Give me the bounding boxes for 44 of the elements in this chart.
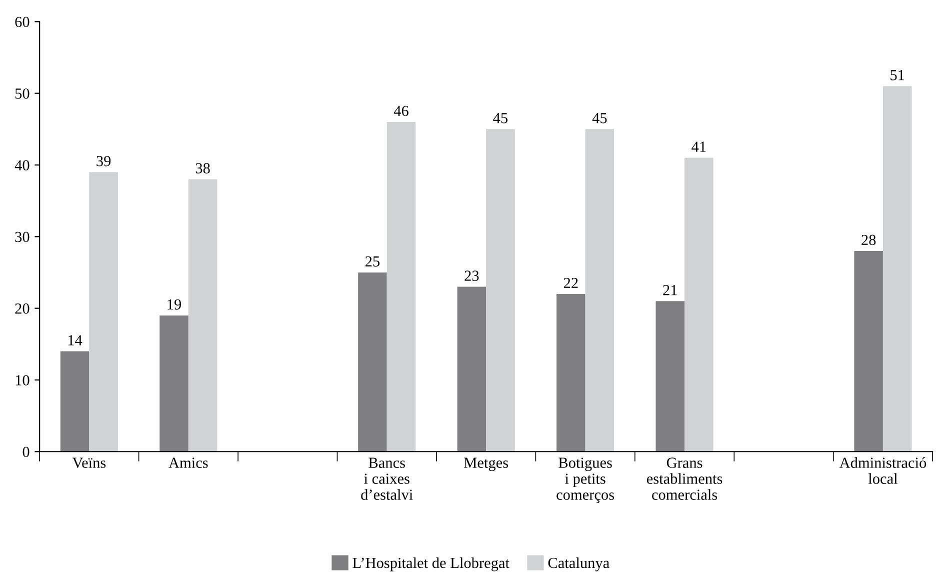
y-tick-label: 20 — [15, 303, 30, 314]
data-label: 25 — [365, 256, 380, 267]
data-label: 46 — [394, 106, 408, 116]
bar — [457, 286, 486, 452]
y-tick-label: 10 — [16, 375, 30, 386]
bar — [60, 351, 90, 452]
x-tick-label: Bancs i caixes d’estalvi — [361, 458, 413, 500]
y-tick-label: 50 — [15, 88, 30, 99]
bar — [556, 294, 586, 452]
bar — [882, 86, 912, 452]
y-tick-label: 30 — [15, 232, 30, 242]
data-label: 22 — [564, 278, 578, 288]
legend-label: Catalunya — [548, 557, 610, 572]
data-label: 38 — [196, 163, 210, 174]
bar — [656, 301, 685, 452]
x-tick-label: Administració local — [839, 457, 926, 484]
x-tick-label: Grans establiments comercials — [646, 458, 722, 500]
bar — [684, 158, 714, 452]
data-label: 19 — [168, 299, 182, 310]
data-label: 39 — [96, 156, 111, 166]
bar — [386, 122, 416, 452]
data-label: 21 — [663, 284, 677, 296]
data-label: 41 — [692, 142, 706, 152]
data-label: 45 — [592, 113, 607, 124]
x-tick-label: Botigues i petits comerços — [556, 458, 614, 503]
bar — [486, 129, 515, 452]
data-label: 51 — [890, 70, 904, 80]
bar — [160, 315, 188, 452]
y-tick-label: 60 — [15, 16, 30, 28]
bar — [188, 179, 218, 452]
data-label: 45 — [493, 113, 508, 124]
legend-label: L’Hospitalet de Llobregat — [352, 557, 510, 572]
data-label: 14 — [68, 335, 82, 346]
bar — [89, 172, 118, 452]
data-label: 28 — [862, 234, 876, 246]
y-tick-label: 0 — [22, 446, 30, 458]
y-tick-label: 40 — [14, 160, 30, 170]
bar — [585, 129, 614, 452]
x-tick-label: Amics — [168, 458, 208, 468]
x-tick-label: Metges — [464, 458, 508, 472]
bar — [854, 250, 883, 452]
bar — [358, 272, 387, 452]
x-tick-label: Veïns — [72, 458, 106, 468]
data-label: 23 — [464, 270, 479, 281]
